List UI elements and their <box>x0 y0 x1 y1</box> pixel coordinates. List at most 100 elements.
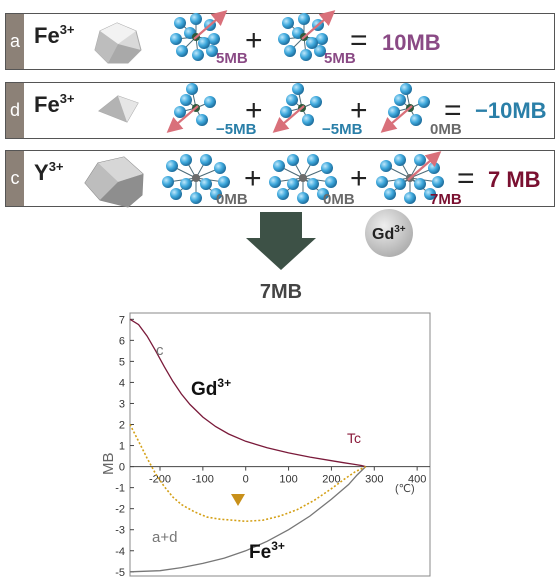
atom <box>404 192 416 204</box>
y-tick-label: -2 <box>115 504 125 516</box>
site-tab-d: d <box>6 83 24 138</box>
x-tick-label: 400 <box>408 474 426 486</box>
site-tab-a: a <box>6 14 24 69</box>
atom <box>300 49 312 61</box>
ion-label-a: Fe3+ <box>34 22 75 48</box>
fe-curve-label: Fe3+ <box>249 539 285 563</box>
atom <box>190 13 202 25</box>
moment-label: 7MB <box>430 191 462 208</box>
y-tick-label: 1 <box>119 441 125 453</box>
tc-label: Tc <box>347 430 361 446</box>
y-tick-label: 0 <box>119 462 125 474</box>
atom <box>410 114 422 126</box>
atom <box>273 160 285 172</box>
atom-cluster: 7MB <box>376 151 462 208</box>
y-tick-label: 5 <box>119 356 125 368</box>
moment-arrow <box>301 10 336 40</box>
atom <box>302 114 314 126</box>
atom <box>190 192 202 204</box>
moment-label: 0MB <box>216 191 248 208</box>
result-c: 7 MB <box>488 167 541 192</box>
atom <box>400 83 412 95</box>
atom <box>414 178 426 190</box>
y-tick-label: -5 <box>115 567 125 579</box>
moment-label: 0MB <box>430 121 462 138</box>
atom <box>206 45 218 57</box>
series-line-aplusd <box>129 466 367 573</box>
atom <box>316 33 328 45</box>
atom <box>186 83 198 95</box>
atom <box>170 33 182 45</box>
atom <box>414 154 426 166</box>
moment-arrow <box>272 105 305 133</box>
tetrahedron-icon <box>98 95 139 123</box>
y-tick-label: -1 <box>115 483 125 495</box>
atom <box>384 188 396 200</box>
atom <box>180 154 192 166</box>
atom <box>196 114 208 126</box>
center-atom <box>192 174 200 182</box>
atom <box>418 96 430 108</box>
ion-label-c: Y3+ <box>34 159 64 185</box>
y-tick-label: 4 <box>119 377 125 389</box>
atom <box>284 45 296 57</box>
chart-frame <box>129 312 431 577</box>
atom <box>282 17 294 29</box>
y-axis-label: MB <box>100 453 117 476</box>
atom <box>307 178 319 190</box>
atom <box>162 176 174 188</box>
atom <box>376 176 388 188</box>
atom <box>317 188 329 200</box>
x-tick-label: -100 <box>192 474 214 486</box>
gd-ion-badge: Gd3+ <box>365 209 413 257</box>
atom <box>170 188 182 200</box>
atom <box>306 37 318 49</box>
atom <box>394 94 406 106</box>
equals-operator: = <box>350 24 368 57</box>
y-tick-label: 7 <box>119 314 125 326</box>
dodecahedron-icon <box>84 156 144 208</box>
plus-operator: + <box>350 162 368 195</box>
atom <box>166 160 178 172</box>
moment-arrow <box>380 105 413 133</box>
atom <box>394 154 406 166</box>
x-unit-label: (℃) <box>395 483 415 495</box>
ion-label-d: Fe3+ <box>34 91 75 117</box>
moment-label: −5MB <box>322 121 363 138</box>
atom <box>286 94 298 106</box>
atom <box>314 45 326 57</box>
series-line-total <box>129 424 367 523</box>
atom <box>321 162 333 174</box>
atom <box>278 33 290 45</box>
atom <box>198 37 210 49</box>
atom <box>180 178 192 190</box>
equals-operator: = <box>457 162 475 195</box>
chart-ticks: -200 -100 0 100 200 300 400 7 6 5 4 3 2 1 0 -1 -2 -3 -4 -5 <box>115 314 430 579</box>
gd-curve-label: Gd3+ <box>191 376 231 400</box>
plus-operator: + <box>244 162 262 195</box>
plus-operator: + <box>245 94 263 127</box>
y-tick-label: 3 <box>119 398 125 410</box>
atom <box>432 176 444 188</box>
equals-operator: = <box>444 94 462 127</box>
atom <box>280 106 292 118</box>
result-a: 10MB <box>382 30 441 55</box>
atom-cluster: −5MB <box>166 83 257 138</box>
atom <box>214 162 226 174</box>
series-line-c <box>129 318 366 468</box>
moment-label: 5MB <box>216 50 248 67</box>
atom-clusters: 5MB 5MB −5MB −5MB 0MB 0MB 0MB 7MB <box>162 10 462 208</box>
atom <box>200 154 212 166</box>
atom <box>174 106 186 118</box>
atom-cluster: 0MB <box>380 83 462 138</box>
atom <box>208 33 220 45</box>
atom <box>174 17 186 29</box>
x-tick-label: -200 <box>149 474 171 486</box>
atom <box>310 96 322 108</box>
compensation-marker-icon <box>231 494 245 506</box>
x-tick-label: 200 <box>322 474 340 486</box>
x-tick-label: 100 <box>279 474 297 486</box>
plus-operator: + <box>245 24 263 57</box>
